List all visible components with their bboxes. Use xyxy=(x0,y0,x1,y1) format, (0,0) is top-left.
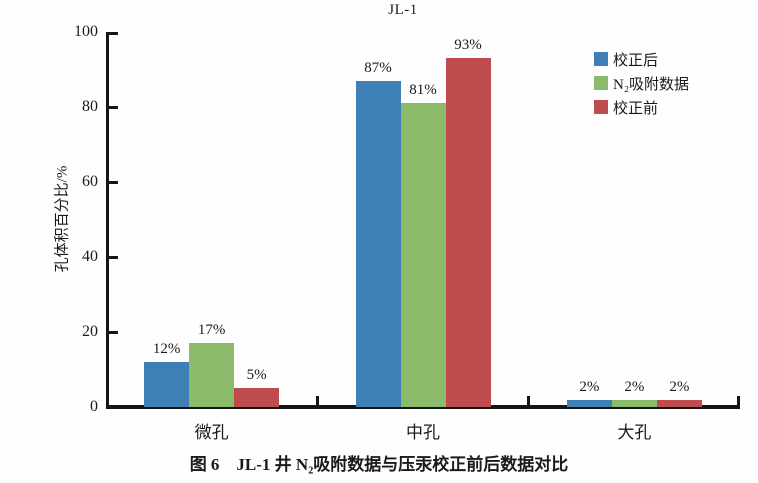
y-tick-label: 40 xyxy=(82,248,98,265)
bar-group0-series1 xyxy=(189,343,235,407)
y-tick-label: 20 xyxy=(82,323,98,340)
y-tick-mark xyxy=(109,32,118,35)
legend: 校正后 N₂吸附数据 校正前 xyxy=(594,47,689,119)
plot-area: 校正后 N₂吸附数据 校正前 0 20 40 60 80 100 微孔 12% 17% 5% 中孔 8… xyxy=(74,23,740,442)
legend-item-corrected-after: 校正后 xyxy=(594,47,689,71)
x-axis-tick-mark xyxy=(315,396,319,405)
bar-group1-series2 xyxy=(445,58,491,407)
bar-value-label: 87% xyxy=(364,59,392,76)
bar-group1-series1 xyxy=(400,103,446,407)
bar-value-label: 2% xyxy=(669,378,690,395)
x-axis-line xyxy=(106,405,740,409)
category-label: 大孔 xyxy=(617,423,652,442)
bar-group1-series0 xyxy=(355,80,401,407)
bar-value-label: 81% xyxy=(409,82,437,99)
bar-value-label: 2% xyxy=(624,378,645,395)
y-tick-label: 80 xyxy=(82,98,98,115)
legend-label-corrected-before: 校正前 xyxy=(613,100,659,117)
legend-item-corrected-before: 校正前 xyxy=(594,95,689,119)
category-label: 中孔 xyxy=(406,423,440,442)
x-axis-tick-mark xyxy=(527,396,531,405)
bar-value-label: 12% xyxy=(152,341,181,357)
bar-value-label: 5% xyxy=(246,367,267,384)
bar-value-label: 17% xyxy=(197,322,226,339)
legend-label-n2-adsorption: N₂吸附数据 xyxy=(613,76,690,93)
bar-value-label: 2% xyxy=(579,378,600,395)
legend-item-n2-adsorption: N₂吸附数据 xyxy=(594,71,689,95)
legend-swatch-red xyxy=(594,100,608,114)
figure-caption: 图 6 JL-1 井 N₂吸附数据与压汞校正前后数据对比 xyxy=(189,455,569,474)
y-tick-mark xyxy=(109,180,118,184)
chart-title: JL-1 xyxy=(388,2,418,18)
y-tick-mark xyxy=(109,105,118,109)
bar-group2-series1 xyxy=(611,399,657,407)
bar-group2-series0 xyxy=(566,399,612,407)
y-axis-line xyxy=(106,32,109,407)
legend-label-corrected-after: 校正后 xyxy=(613,52,659,69)
y-tick-mark xyxy=(109,330,118,334)
legend-swatch-blue xyxy=(594,52,608,66)
y-tick-mark xyxy=(109,255,118,259)
x-axis-tick-mark xyxy=(737,396,740,405)
legend-swatch-green xyxy=(594,76,608,90)
bar-group0-series0 xyxy=(144,362,190,407)
bar-group2-series2 xyxy=(656,399,702,407)
bar-group0-series2 xyxy=(234,388,280,407)
category-label: 微孔 xyxy=(194,423,229,442)
bar-value-label: 93% xyxy=(454,37,482,54)
y-tick-label: 60 xyxy=(82,173,98,190)
y-tick-label: 0 xyxy=(90,398,98,415)
y-tick-label: 100 xyxy=(74,23,98,40)
